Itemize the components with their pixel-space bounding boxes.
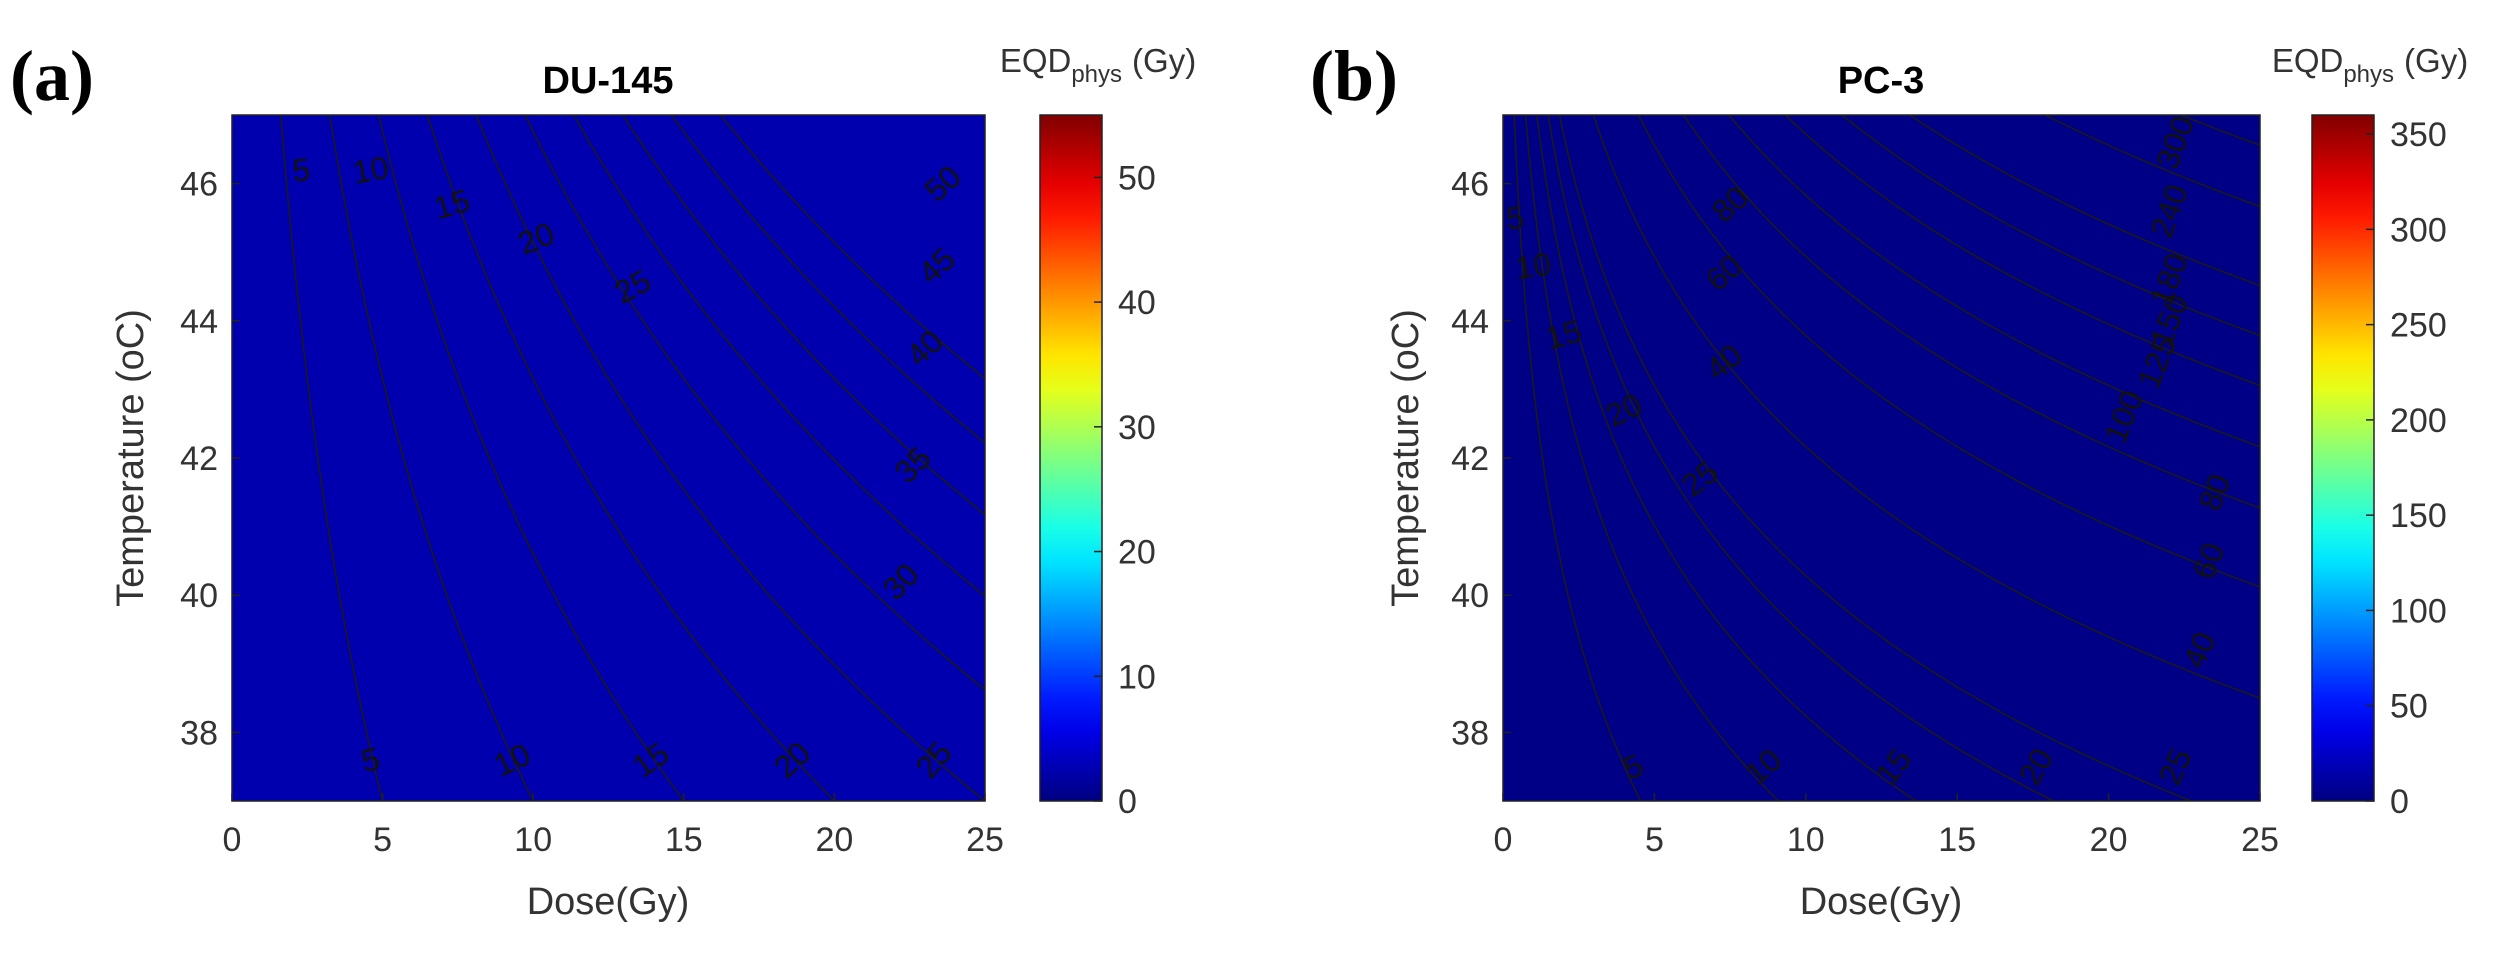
panel-a-contour-plot [232,115,985,801]
panel-b-colorbar: 0 50 100 150 200 250 300 350 EQDphys (Gy) [2272,42,2468,821]
panel-b-colorbar-label-sub: phys [2343,61,2394,88]
panel-a-y-axis-label: Temperature (oC) [110,309,152,607]
x-tick-label: 5 [1645,821,1664,859]
colorbar-tick-label: 40 [1118,284,1156,322]
contour-line [1592,115,2260,700]
contour-line [670,115,985,444]
contour-line [1909,115,2260,287]
colorbar-tick-label: 50 [2390,688,2428,726]
panel-a-x-ticks: 0 5 10 15 20 25 [223,793,1004,859]
contour-line [1841,115,2260,337]
panel-b-colorbar-label-main: EQD [2272,42,2344,79]
x-tick-label: 0 [223,821,242,859]
contour-band [232,115,985,801]
x-tick-label: 20 [2090,821,2128,859]
panel-a-colorbar-gradient [1040,115,1102,801]
contour-line [1536,115,1917,801]
contour-line [719,115,985,380]
colorbar-tick-label: 100 [2390,592,2447,630]
y-tick-label: 40 [1451,577,1489,615]
panel-a-colorbar-ticks: 0 10 20 30 40 50 [1094,159,1156,821]
panel-b-title: PC-3 [1838,60,1925,102]
y-tick-label: 46 [1451,166,1489,204]
colorbar-tick-label: 20 [1118,534,1156,572]
contour-label: 10 [1513,246,1553,287]
panel-a-y-ticks: 38 40 42 44 46 [180,166,240,752]
contour-line [1547,115,2054,801]
contour-line [426,115,835,801]
colorbar-tick-label: 10 [1118,658,1156,696]
contour-line [475,115,985,801]
contour-line [1784,115,2260,387]
y-tick-label: 38 [1451,714,1489,752]
contour-label: 5 [1505,199,1525,236]
y-tick-label: 42 [180,440,218,478]
panel-b-colorbar-ticks: 0 50 100 150 200 250 300 350 [2366,116,2447,821]
x-tick-label: 15 [1938,821,1976,859]
panel-a-x-axis-label: Dose(Gy) [527,881,690,923]
contour-line [573,115,985,598]
x-tick-label: 10 [1787,821,1825,859]
panel-a-title: DU-145 [543,60,674,102]
contour-line [1683,115,2260,509]
x-tick-label: 15 [665,821,703,859]
panel-a-colorbar-label-main: EQD [1000,42,1072,79]
contour-label: 10 [350,149,391,191]
x-tick-label: 25 [2241,821,2279,859]
contour-line [328,115,534,801]
y-tick-label: 42 [1451,440,1489,478]
panel-b-x-ticks: 0 5 10 15 20 25 [1494,793,2279,859]
contour-line [524,115,985,691]
colorbar-tick-label: 250 [2390,307,2447,345]
contour-line [1513,115,1642,801]
panel-b-colorbar-gradient [2312,115,2374,801]
y-tick-label: 46 [180,166,218,204]
panel-a-colorbar-label-unit: (Gy) [1132,42,1196,79]
contour-line [1728,115,2260,448]
colorbar-tick-label: 0 [2390,783,2409,821]
contour-line [1524,115,1779,801]
panel-b-contour-plot [1503,115,2260,801]
x-tick-label: 5 [373,821,392,859]
colorbar-tick-label: 300 [2390,211,2447,249]
panel-b-letter: (b) [1310,36,1398,116]
colorbar-tick-label: 50 [1118,159,1156,197]
panel-b-colorbar-label: EQDphys (Gy) [2272,42,2468,88]
y-tick-label: 44 [1451,303,1489,341]
colorbar-tick-label: 200 [2390,402,2447,440]
contour-line [377,115,685,801]
colorbar-tick-label: 0 [1118,783,1137,821]
colorbar-tick-label: 350 [2390,116,2447,154]
panel-a-colorbar: 0 10 20 30 40 50 EQDphys (Gy) [1000,42,1196,821]
panel-b-contour-lines [1513,115,2260,801]
x-tick-label: 0 [1494,821,1513,859]
contour-line [1637,115,2260,588]
x-tick-label: 25 [966,821,1004,859]
contour-line [280,115,384,801]
panel-a-colorbar-label-sub: phys [1071,61,1122,88]
panel-b-y-axis-label: Temperature (oC) [1385,309,1427,607]
contour-line [1558,115,2192,801]
panel-a-letter: (a) [10,36,94,116]
colorbar-tick-label: 150 [2390,497,2447,535]
panel-b-colorbar-label-unit: (Gy) [2404,42,2468,79]
y-tick-label: 44 [180,303,218,341]
panel-b-y-ticks: 38 40 42 44 46 [1451,166,1511,752]
contour-line [622,115,985,516]
colorbar-tick-label: 30 [1118,409,1156,447]
panel-a-colorbar-frame [1039,114,1103,802]
x-tick-label: 20 [815,821,853,859]
panel-b-x-axis-label: Dose(Gy) [1800,881,1963,923]
panel-b-colorbar-frame [2311,114,2375,802]
panel-a-contour-lines [280,115,985,801]
y-tick-label: 40 [180,577,218,615]
panel-b: (b) PC-3 5101520254060801001251501802403… [1310,36,2468,923]
x-tick-label: 10 [514,821,552,859]
contour-label: 5 [291,151,312,188]
y-tick-label: 38 [180,714,218,752]
panel-a-colorbar-label: EQDphys (Gy) [1000,42,1196,88]
